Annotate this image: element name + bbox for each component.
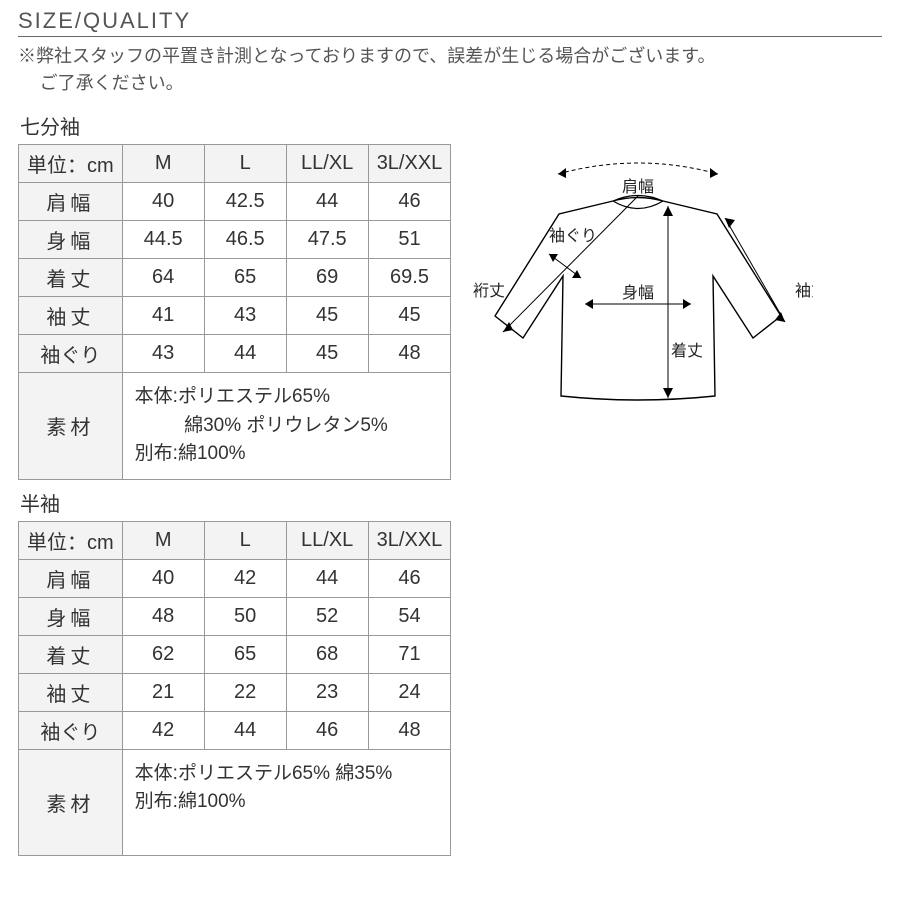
cell: 45 <box>286 335 368 373</box>
cell: 69.5 <box>368 259 451 297</box>
unit-header: 単位：cm <box>19 145 123 183</box>
cell: 48 <box>368 335 451 373</box>
material-line-1: 本体:ポリエステル65% <box>135 386 330 407</box>
cell: 44 <box>204 711 286 749</box>
cell: 46 <box>368 559 451 597</box>
table-header-row: 単位：cm M L LL/XL 3L/XXL <box>19 521 451 559</box>
size-header: L <box>204 145 286 183</box>
material-line-3: 別布:綿100% <box>135 443 246 464</box>
cell: 21 <box>122 673 204 711</box>
material-cell: 本体:ポリエステル65% 綿30% ポリウレタン5% 別布:綿100% <box>122 373 451 480</box>
cell: 62 <box>122 635 204 673</box>
row-label: 身幅 <box>19 221 123 259</box>
cell: 44 <box>204 335 286 373</box>
unit-header: 単位：cm <box>19 521 123 559</box>
size-table-short-sleeve: 単位：cm M L LL/XL 3L/XXL 肩幅 40 42 44 46 身幅… <box>18 521 451 857</box>
size-header: LL/XL <box>286 521 368 559</box>
cell: 45 <box>286 297 368 335</box>
cell: 42.5 <box>204 183 286 221</box>
row-label: 着丈 <box>19 635 123 673</box>
row-label: 袖ぐり <box>19 335 123 373</box>
cell: 48 <box>122 597 204 635</box>
cell: 42 <box>122 711 204 749</box>
cell: 24 <box>368 673 451 711</box>
row-label: 肩幅 <box>19 183 123 221</box>
cell: 47.5 <box>286 221 368 259</box>
size-header: M <box>122 521 204 559</box>
measurement-diagram: 肩幅 袖ぐり 裄丈 身幅 袖丈 <box>463 144 813 426</box>
cell: 69 <box>286 259 368 297</box>
subheading-seven-sleeve: 七分袖 <box>20 111 882 140</box>
table-header-row: 単位：cm M L LL/XL 3L/XXL <box>19 145 451 183</box>
cell: 65 <box>204 635 286 673</box>
cell: 46 <box>286 711 368 749</box>
cell: 48 <box>368 711 451 749</box>
cell: 40 <box>122 559 204 597</box>
cell: 65 <box>204 259 286 297</box>
table-row: 袖ぐり 43 44 45 48 <box>19 335 451 373</box>
measurement-note: ※弊社スタッフの平置き計測となっておりますので、誤差が生じる場合がございます。 … <box>18 43 882 97</box>
table-row: 身幅 44.5 46.5 47.5 51 <box>19 221 451 259</box>
row-label: 袖丈 <box>19 673 123 711</box>
size-header: 3L/XXL <box>368 145 451 183</box>
size-table-seven-sleeve: 単位：cm M L LL/XL 3L/XXL 肩幅 40 42.5 44 46 … <box>18 144 451 480</box>
cell: 44.5 <box>122 221 204 259</box>
table-row: 袖丈 21 22 23 24 <box>19 673 451 711</box>
material-cell: 本体:ポリエステル65% 綿35% 別布:綿100% <box>122 749 451 856</box>
diagram-label-armhole: 袖ぐり <box>549 227 597 245</box>
table-row: 着丈 64 65 69 69.5 <box>19 259 451 297</box>
material-row: 素材 本体:ポリエステル65% 綿30% ポリウレタン5% 別布:綿100% <box>19 373 451 480</box>
size-header: 3L/XXL <box>368 521 451 559</box>
cell: 52 <box>286 597 368 635</box>
cell: 54 <box>368 597 451 635</box>
cell: 23 <box>286 673 368 711</box>
material-line-2: 綿30% ポリウレタン5% <box>135 412 439 441</box>
table-row: 身幅 48 50 52 54 <box>19 597 451 635</box>
diagram-label-length: 着丈 <box>671 342 703 360</box>
cell: 46.5 <box>204 221 286 259</box>
note-line-2: ご了承ください。 <box>18 70 882 97</box>
row-label: 袖丈 <box>19 297 123 335</box>
diagram-label-body-width: 身幅 <box>622 284 654 302</box>
material-line-1: 本体:ポリエステル65% 綿35% <box>135 763 393 784</box>
cell: 44 <box>286 559 368 597</box>
table-row: 袖丈 41 43 45 45 <box>19 297 451 335</box>
cell: 45 <box>368 297 451 335</box>
cell: 44 <box>286 183 368 221</box>
cell: 42 <box>204 559 286 597</box>
diagram-label-sleeve: 袖丈 <box>795 282 813 300</box>
shirt-diagram-icon: 肩幅 袖ぐり 裄丈 身幅 袖丈 <box>463 146 813 426</box>
cell: 64 <box>122 259 204 297</box>
cell: 40 <box>122 183 204 221</box>
diagram-label-yuki: 裄丈 <box>473 282 505 300</box>
material-label: 素材 <box>19 373 123 480</box>
cell: 68 <box>286 635 368 673</box>
row-label: 肩幅 <box>19 559 123 597</box>
table-row: 肩幅 40 42 44 46 <box>19 559 451 597</box>
cell: 22 <box>204 673 286 711</box>
row-label: 袖ぐり <box>19 711 123 749</box>
size-header: LL/XL <box>286 145 368 183</box>
diagram-label-shoulder: 肩幅 <box>622 178 654 196</box>
table-row: 着丈 62 65 68 71 <box>19 635 451 673</box>
size-header: M <box>122 145 204 183</box>
cell: 71 <box>368 635 451 673</box>
table-row: 袖ぐり 42 44 46 48 <box>19 711 451 749</box>
note-line-1: ※弊社スタッフの平置き計測となっておりますので、誤差が生じる場合がございます。 <box>18 46 716 66</box>
material-row: 素材 本体:ポリエステル65% 綿35% 別布:綿100% <box>19 749 451 856</box>
cell: 50 <box>204 597 286 635</box>
section-heading: SIZE/QUALITY <box>18 8 882 37</box>
cell: 43 <box>122 335 204 373</box>
cell: 43 <box>204 297 286 335</box>
cell: 46 <box>368 183 451 221</box>
size-header: L <box>204 521 286 559</box>
table-row: 肩幅 40 42.5 44 46 <box>19 183 451 221</box>
row-label: 身幅 <box>19 597 123 635</box>
material-label: 素材 <box>19 749 123 856</box>
cell: 51 <box>368 221 451 259</box>
row-label: 着丈 <box>19 259 123 297</box>
subheading-short-sleeve: 半袖 <box>20 488 882 517</box>
material-line-2: 別布:綿100% <box>135 791 246 812</box>
cell: 41 <box>122 297 204 335</box>
